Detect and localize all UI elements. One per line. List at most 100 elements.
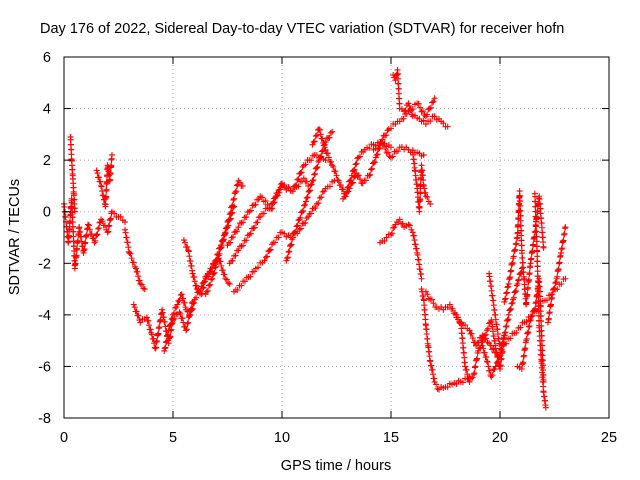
data-point: [383, 234, 390, 241]
data-point: [362, 177, 369, 184]
data-point: [486, 320, 493, 327]
data-point: [128, 255, 135, 262]
data-point: [95, 174, 102, 181]
data-point: [463, 366, 470, 373]
data-point: [167, 322, 174, 329]
data-point: [417, 104, 424, 111]
data-point: [171, 310, 178, 317]
data-point: [226, 280, 233, 287]
data-point: [199, 290, 206, 297]
data-point: [225, 216, 232, 223]
data-point: [469, 374, 476, 381]
data-point: [483, 358, 490, 365]
data-point: [406, 102, 413, 109]
data-point: [444, 384, 451, 391]
data-point: [209, 275, 216, 282]
data-point: [427, 104, 434, 111]
data-point: [503, 290, 510, 297]
data-point: [308, 181, 315, 188]
data-point: [384, 127, 391, 134]
data-point: [73, 252, 80, 259]
data-point: [302, 161, 309, 168]
data-point: [134, 268, 141, 275]
data-point: [486, 367, 493, 374]
data-point: [167, 321, 174, 328]
data-point: [444, 123, 451, 130]
data-point: [388, 125, 394, 132]
data-point: [106, 222, 113, 229]
data-point: [304, 194, 311, 201]
data-point: [558, 281, 565, 288]
data-point: [302, 198, 309, 205]
data-point: [191, 273, 198, 280]
y-tick-label: 6: [43, 50, 51, 66]
data-point: [382, 145, 389, 152]
data-point: [482, 331, 489, 338]
chart-title: Day 176 of 2022, Sidereal Day-to-day VTE…: [40, 21, 564, 37]
data-point: [406, 222, 413, 229]
data-point: [232, 189, 239, 196]
data-point: [281, 230, 288, 237]
data-point: [507, 274, 514, 281]
data-point: [226, 211, 233, 218]
data-point: [526, 323, 533, 330]
data-point: [380, 142, 387, 149]
data-point: [479, 337, 486, 344]
data-point: [515, 221, 522, 228]
data-point: [83, 231, 90, 238]
data-point: [542, 404, 549, 411]
data-point: [252, 201, 259, 208]
data-point: [240, 219, 247, 226]
data-point: [481, 349, 488, 356]
data-point: [300, 175, 307, 182]
data-point: [202, 291, 209, 298]
x-tick-label: 15: [383, 430, 399, 446]
data-point: [184, 308, 191, 315]
data-point: [236, 179, 243, 186]
data-point: [311, 170, 318, 177]
data-point: [332, 168, 339, 175]
data-point: [373, 151, 380, 158]
data-point: [310, 139, 317, 146]
data-point: [472, 363, 479, 370]
data-point: [130, 259, 137, 266]
data-point: [473, 342, 480, 349]
data-point: [211, 269, 218, 276]
data-point: [231, 195, 238, 202]
data-point: [417, 189, 424, 196]
data-point: [205, 282, 212, 289]
data-point: [108, 151, 115, 158]
data-point: [345, 188, 352, 195]
data-point: [544, 297, 551, 304]
data-point: [471, 370, 478, 377]
y-axis: -8 -6 -4 -2 0 2 4 6: [38, 50, 609, 427]
data-point: [251, 268, 258, 275]
y-tick-label: -8: [38, 411, 51, 427]
data-point: [309, 141, 316, 148]
x-tick-label: 25: [601, 430, 617, 446]
data-point: [88, 231, 95, 238]
data-point: [480, 345, 487, 352]
data-point: [493, 359, 500, 366]
data-point: [283, 257, 290, 264]
data-point: [454, 314, 461, 321]
data-point: [310, 176, 317, 183]
data-point: [523, 299, 530, 306]
data-point: [475, 347, 482, 354]
data-point: [254, 219, 261, 226]
data-point: [229, 202, 236, 209]
data-point: [269, 200, 276, 207]
data-point: [509, 299, 516, 306]
data-point: [427, 118, 434, 125]
data-point: [246, 231, 253, 238]
data-point: [169, 315, 176, 322]
data-point: [340, 186, 347, 193]
data-point: [102, 201, 109, 208]
data-point: [525, 284, 532, 291]
data-point: [301, 202, 308, 209]
data-point: [316, 194, 323, 201]
data-point: [302, 201, 309, 208]
data-point: [328, 158, 335, 165]
data-point: [494, 359, 501, 366]
data-point: [140, 285, 147, 292]
